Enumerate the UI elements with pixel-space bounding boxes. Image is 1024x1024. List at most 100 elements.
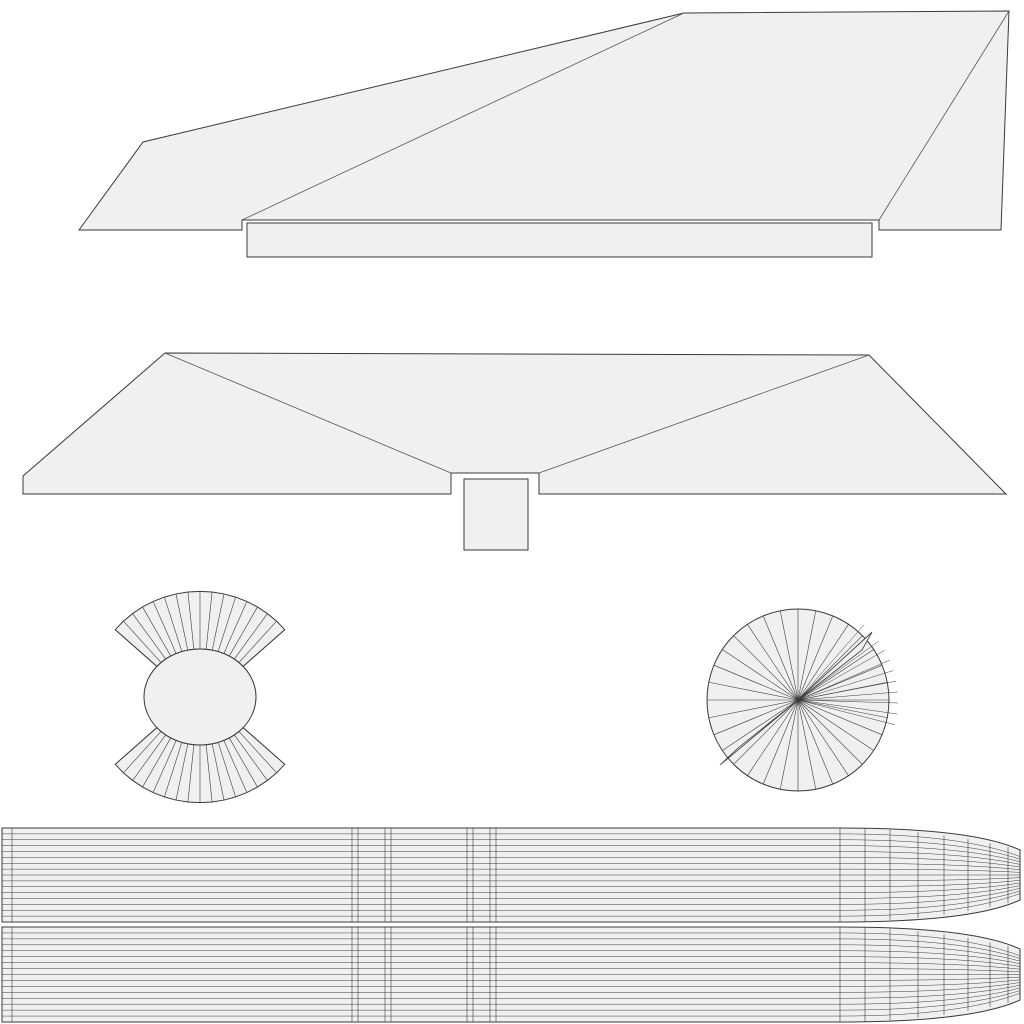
left-cap-bottom-fan-spoke: [142, 737, 172, 788]
right-cap-flap-spoke: [797, 650, 885, 701]
fuselage-lower-half-strip-line: [2, 987, 1021, 1005]
fuselage-upper-half-strip-line: [2, 845, 1021, 863]
fuselage-upper-half-strip-line: [2, 863, 1021, 870]
left-cap-bottom-fan-spoke: [187, 744, 195, 802]
right-cap-spoke: [797, 699, 883, 736]
left-cap-bottom-fan-spoke: [115, 727, 158, 765]
fuselage-upper-half-strip-line: [2, 880, 1021, 887]
left-cap-top-fan-spoke: [205, 592, 213, 650]
right-cap-spoke: [722, 699, 799, 751]
fuselage-lower-half-strip-line: [2, 950, 1021, 965]
lower-wing-island: [22, 352, 1008, 551]
upper-wing-face: [78, 10, 1010, 231]
fuselage-upper-half-strip-line: [2, 877, 1021, 882]
fuselage-upper-half-strip-line: [2, 868, 1021, 873]
left-cap-top-fan-spoke: [152, 601, 177, 654]
fuselage-lower-half-strip-line: [2, 938, 1021, 959]
left-cap-bottom-fan-spoke: [223, 740, 248, 793]
right-cap-spoke: [797, 699, 863, 765]
left-cap-top-fan-spoke: [164, 597, 183, 652]
fuselage-lower-half-strip-line: [2, 982, 1021, 993]
fuselage-island: [1, 827, 1021, 1023]
right-cap-spoke: [722, 649, 799, 701]
fuselage-upper-half-strip-line: [2, 833, 1021, 857]
left-cap-top-fan-spoke: [132, 613, 166, 660]
right-cap-spoke: [797, 664, 883, 701]
fuselage-upper-half-strip-line: [2, 893, 1021, 917]
fuselage-upper-half-strip-line: [2, 882, 1021, 893]
right-cap-spoke: [762, 615, 799, 701]
left-cap-top-fan-spoke: [242, 629, 285, 667]
fuselage-upper-half-strip-line: [2, 890, 1021, 911]
left-cap-top-fan-spoke: [123, 620, 162, 663]
upper-wing-island: [78, 10, 1010, 258]
fuselage-lower-half: [1, 926, 1021, 1023]
right-cap-flap-spoke: [797, 680, 897, 701]
left-cap-bottom-fan: [114, 726, 286, 804]
left-cap-bottom-fan-spoke: [123, 731, 162, 774]
fuselage-lower-half-strip-line: [2, 932, 1021, 957]
left-cap-bottom-fan-spoke: [242, 727, 285, 765]
right-cap-spoke: [747, 624, 799, 701]
left-cap-hub: [143, 648, 257, 746]
fuselage-upper-half-strip-line: [2, 857, 1021, 868]
fuselage-lower-half-strip-line: [2, 984, 1021, 999]
left-cap-island: [114, 590, 286, 804]
right-cap-spoke: [797, 699, 834, 785]
fuselage-lower-half-strip-line: [2, 979, 1021, 987]
fuselage-lower-half-strip-line: [2, 968, 1021, 973]
left-cap-bottom-fan-spoke: [164, 742, 183, 797]
left-cap-bottom-fan-spoke: [132, 734, 166, 781]
right-cap-spoke: [779, 699, 799, 790]
left-cap-bottom-fan-spoke: [211, 743, 225, 801]
fuselage-upper-half-strip-line: [2, 839, 1021, 860]
left-cap-top-fan-spoke: [238, 620, 277, 663]
right-cap-spoke: [797, 624, 849, 701]
right-cap-spoke: [797, 649, 874, 701]
right-cap-spoke: [797, 699, 888, 719]
lower-wing-center-tab: [463, 478, 529, 551]
left-cap-top-fan-spoke: [187, 592, 195, 650]
left-cap-top-fan-spoke: [228, 606, 258, 657]
right-cap-flap-spoke: [797, 699, 895, 725]
right-cap-flap-spoke: [797, 624, 865, 701]
upper-wing-seam-left: [241, 12, 685, 221]
right-cap-spoke: [797, 699, 874, 751]
right-cap-spoke: [713, 699, 799, 736]
upper-wing-seam-right: [878, 10, 1010, 221]
right-cap-spoke: [797, 699, 849, 776]
left-cap-bottom-fan-spoke: [217, 742, 236, 797]
right-cap-spoke: [713, 664, 799, 701]
left-cap-bottom-fan-spoke: [205, 744, 213, 802]
right-cap-flap-spoke: [797, 699, 898, 704]
right-cap-spoke: [797, 699, 817, 790]
fuselage-upper-half-strip-line: [2, 851, 1021, 865]
lower-wing-face: [22, 352, 1008, 495]
left-cap-top-fan-spoke: [234, 613, 268, 660]
right-cap-island: [706, 608, 898, 792]
fuselage-lower-half-strip-line: [2, 944, 1021, 962]
right-cap-flap-spoke: [797, 691, 898, 701]
right-cap-spoke: [708, 681, 799, 701]
right-cap-spoke: [797, 615, 834, 701]
right-cap-spoke: [733, 635, 799, 701]
fuselage-upper-half-strip-line: [2, 887, 1021, 905]
fuselage-lower-half-strip-line: [2, 992, 1021, 1017]
left-cap-bottom-fan-spoke: [238, 731, 277, 774]
lower-wing-seam-right: [538, 354, 870, 474]
left-cap-top-fan-spoke: [211, 593, 225, 651]
left-cap-top-fan-spoke: [175, 593, 189, 651]
left-cap-top-fan-spoke: [223, 601, 248, 654]
left-cap-bottom-fan-spoke: [234, 734, 268, 781]
right-cap-spoke: [747, 699, 799, 776]
fuselage-upper-half-strip-line: [2, 885, 1021, 899]
left-cap-bottom-fan-spoke: [152, 740, 177, 793]
right-cap-flap-spoke: [797, 632, 873, 701]
fuselage-lower-half-strip-line: [2, 956, 1021, 967]
right-cap-flap-spoke: [797, 640, 879, 701]
right-cap-flap-spoke: [797, 699, 898, 715]
lower-wing-seam-left: [164, 352, 452, 474]
fuselage-lower-half-strip-line: [2, 976, 1021, 981]
left-cap-top-fan-spoke: [217, 597, 236, 652]
right-cap-spoke: [797, 635, 863, 701]
